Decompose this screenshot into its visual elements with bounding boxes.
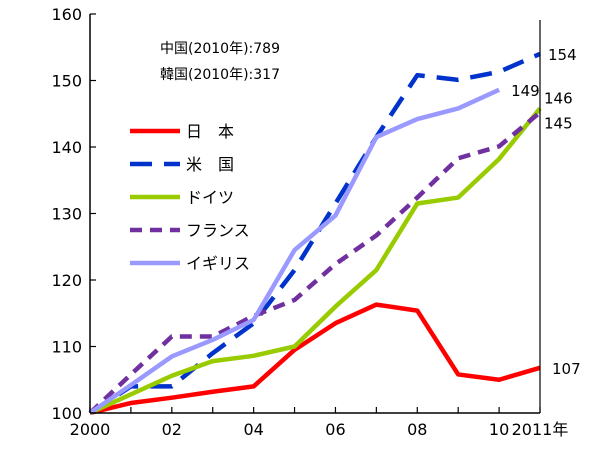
x-tick-label-2: 04 <box>243 420 263 439</box>
labels-layer: 100 110 120 130 140 150 160 2000 02 04 06 08 10 2011年… <box>51 5 580 439</box>
axes-layer <box>89 13 541 414</box>
series-layer <box>88 51 542 416</box>
x-tick-label-6: 2011年 <box>512 420 569 439</box>
series-line-2 <box>89 107 542 416</box>
x-tick-label-1: 02 <box>162 420 182 439</box>
x-tick-label-4: 08 <box>407 420 427 439</box>
notes: 中国(2010年):789 韓国(2010年):317 <box>160 41 280 83</box>
end-label-0: 107 <box>552 360 581 378</box>
series-line-0 <box>89 302 541 416</box>
note-1: 韓国(2010年):317 <box>160 67 280 83</box>
note-0: 中国(2010年):789 <box>160 41 280 57</box>
series-line-3 <box>88 110 542 415</box>
x-tick-label-3: 06 <box>325 420 345 439</box>
end-label-1: 154 <box>548 46 577 64</box>
y-tick-label-4: 140 <box>51 138 82 157</box>
end-label-4: 149 <box>511 82 540 100</box>
legend-label-0: 日 本 <box>186 122 234 141</box>
series-line-1 <box>88 51 541 415</box>
series-line-4 <box>88 87 501 415</box>
y-tick-label-6: 160 <box>51 5 82 24</box>
y-tick-label-1: 110 <box>51 338 82 357</box>
y-tick-label-2: 120 <box>51 271 82 290</box>
legend-label-4: イギリス <box>186 254 250 273</box>
x-tick-label-5: 10 <box>489 420 509 439</box>
end-label-2: 146 <box>544 89 573 107</box>
legend-label-3: フランス <box>186 221 250 240</box>
legend-label-2: ドイツ <box>186 188 234 207</box>
end-label-3: 145 <box>544 114 573 132</box>
x-tick-label-0: 2000 <box>70 420 111 439</box>
y-tick-label-3: 130 <box>51 205 82 224</box>
legend-label-1: 米 国 <box>186 155 234 174</box>
y-tick-label-0: 100 <box>51 404 82 423</box>
y-tick-label-5: 150 <box>51 72 82 91</box>
